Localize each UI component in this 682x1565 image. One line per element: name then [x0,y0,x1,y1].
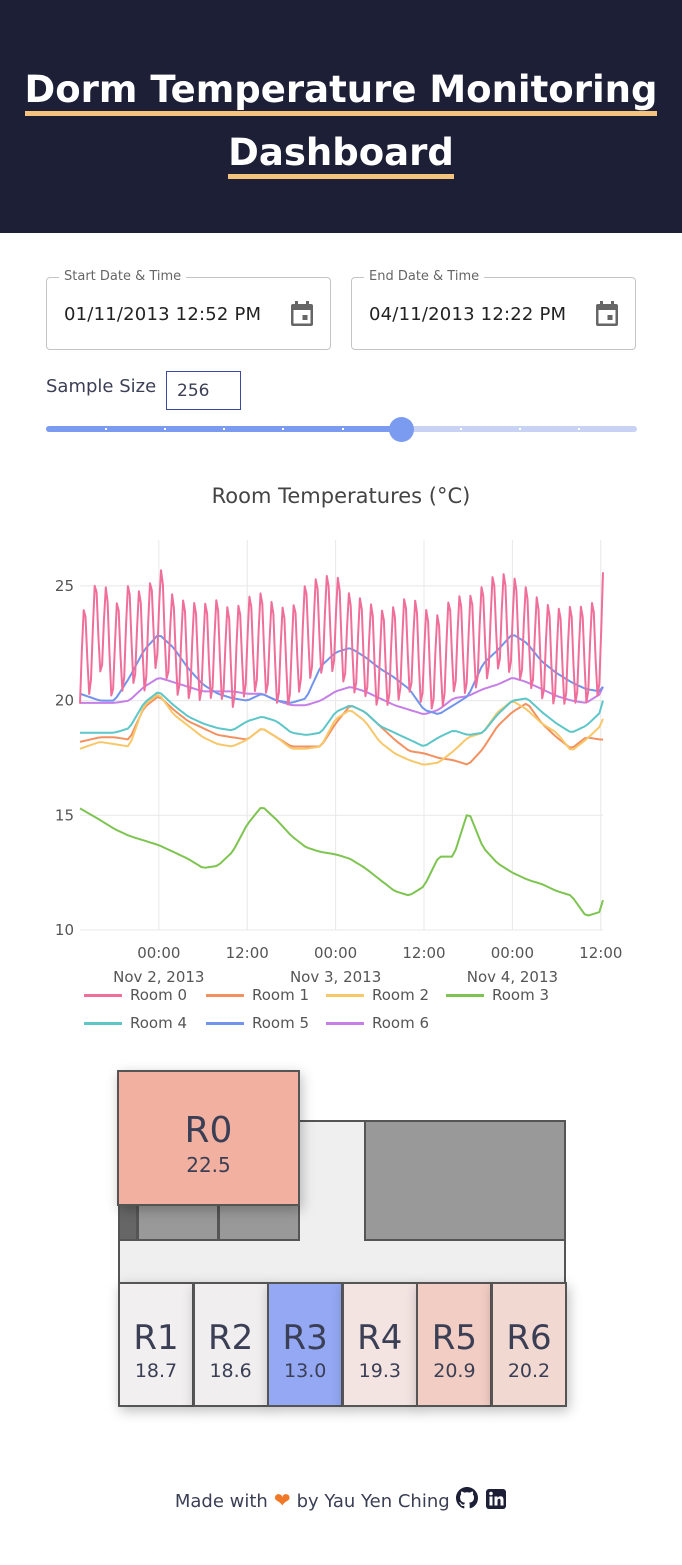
temperature-chart: 25 20 15 10 00:00 Nov 2, 2013 12:00 00:00 Nov 3,… [55,540,622,985]
legend-label: Room 0 [130,986,188,1004]
github-icon[interactable] [455,1486,479,1510]
x-date-label: Nov 4, 2013 [467,968,558,985]
x-tick-label: 12:00 [579,944,622,962]
room-temp: 20.2 [507,1360,551,1382]
sample-size-input[interactable] [166,371,241,410]
y-tick-label: 20 [55,692,74,710]
end-date-label: End Date & Time [364,269,485,284]
room-temp: 19.3 [358,1360,401,1382]
title-line-1: Dorm Temperature Monitoring [24,68,658,116]
x-tick-label: 12:00 [402,944,445,962]
calendar-icon[interactable] [595,301,619,327]
legend-label: Room 3 [492,986,550,1004]
series-line-room-6 [80,677,604,715]
calendar-icon[interactable] [290,301,314,327]
legend-swatch [206,1022,244,1025]
series-line-room-0 [79,569,604,710]
slider-tick [459,428,462,430]
y-tick-label: 15 [55,806,74,824]
legend-swatch [84,994,122,997]
slider-tick [164,428,167,430]
room-r3[interactable]: R3 13.0 [267,1282,344,1407]
x-date-label: Nov 2, 2013 [113,968,204,985]
room-r5[interactable]: R5 20.9 [416,1282,493,1407]
room-temp: 13.0 [284,1360,327,1382]
bathroom-block [137,1204,219,1241]
author-text: by Yau Yen Ching [296,1491,450,1512]
legend-label: Room 1 [252,986,310,1004]
x-tick-label: 00:00 [137,944,180,962]
start-date-field[interactable]: Start Date & Time 01/11/2013 12:52 PM [46,269,331,350]
slider-thumb[interactable] [388,417,414,442]
slider-tick [223,428,226,430]
room-temp: 22.5 [186,1153,231,1177]
legend-item[interactable]: Room 3 [446,986,549,1004]
start-date-value[interactable]: 01/11/2013 12:52 PM [64,304,262,325]
room-r6[interactable]: R6 20.2 [491,1282,567,1407]
legend-item[interactable]: Room 2 [326,986,429,1004]
legend-item[interactable]: Room 6 [326,1014,429,1032]
legend-label: Room 6 [372,1014,430,1032]
heart-icon: ❤ [273,1488,291,1512]
slider-tick [341,428,344,430]
slider-tick [518,428,521,430]
series-line-room-3 [79,807,604,917]
room-r4[interactable]: R4 19.3 [341,1282,418,1407]
made-with-text: Made with [174,1491,268,1512]
room-name: R0 [184,1110,233,1151]
room-temp: 18.6 [209,1360,252,1382]
legend-item[interactable]: Room 0 [84,986,187,1004]
linkedin-icon[interactable] [485,1488,507,1510]
room-r1[interactable]: R1 18.7 [118,1282,194,1407]
x-date-label: Nov 3, 2013 [290,968,381,985]
legend-swatch [326,994,364,997]
x-tick-label: 00:00 [314,944,357,962]
room-name: R4 [357,1318,403,1358]
bathroom-block [218,1204,300,1241]
legend-label: Room 2 [372,986,430,1004]
room-name: R1 [133,1318,179,1358]
slider-tick [577,428,580,430]
legend-swatch [84,1022,122,1025]
sample-size-label: Sample Size [46,376,157,397]
y-tick-label: 25 [55,577,74,595]
x-tick-label: 00:00 [491,944,534,962]
end-date-field[interactable]: End Date & Time 04/11/2013 12:22 PM [351,269,636,350]
legend-label: Room 5 [252,1014,310,1032]
room-name: R2 [207,1318,254,1358]
chart-title: Room Temperatures (°C) [211,484,471,508]
end-date-value[interactable]: 04/11/2013 12:22 PM [369,304,567,325]
legend-swatch [326,1022,364,1025]
legend-item[interactable]: Room 5 [206,1014,309,1032]
series-line-room-2 [79,693,604,766]
y-tick-label: 10 [55,921,74,939]
room-temp: 18.7 [134,1360,178,1382]
room-name: R3 [282,1318,328,1358]
legend-swatch [446,994,484,997]
title-line-2: Dashboard [228,131,454,179]
series-line-room-4 [80,691,604,747]
room-temp: 20.9 [433,1360,476,1382]
x-tick-label: 12:00 [226,944,269,962]
legend-label: Room 4 [130,1014,188,1032]
utility-block [118,1204,138,1241]
legend-item[interactable]: Room 4 [84,1014,187,1032]
legend-swatch [206,994,244,997]
legend-item[interactable]: Room 1 [206,986,309,1004]
room-name: R6 [506,1318,552,1358]
header: Dorm Temperature Monitoring Dashboard [0,0,682,233]
page-title: Dorm Temperature Monitoring Dashboard [0,58,682,184]
footer: Made with ❤ by Yau Yen Ching [0,1486,682,1512]
room-r0[interactable]: R0 22.5 [117,1070,300,1206]
slider-tick [282,428,285,430]
room-name: R5 [431,1318,478,1358]
start-date-label: Start Date & Time [59,269,187,284]
common-room [364,1120,566,1241]
slider-tick [105,428,108,430]
room-r2[interactable]: R2 18.6 [192,1282,269,1407]
